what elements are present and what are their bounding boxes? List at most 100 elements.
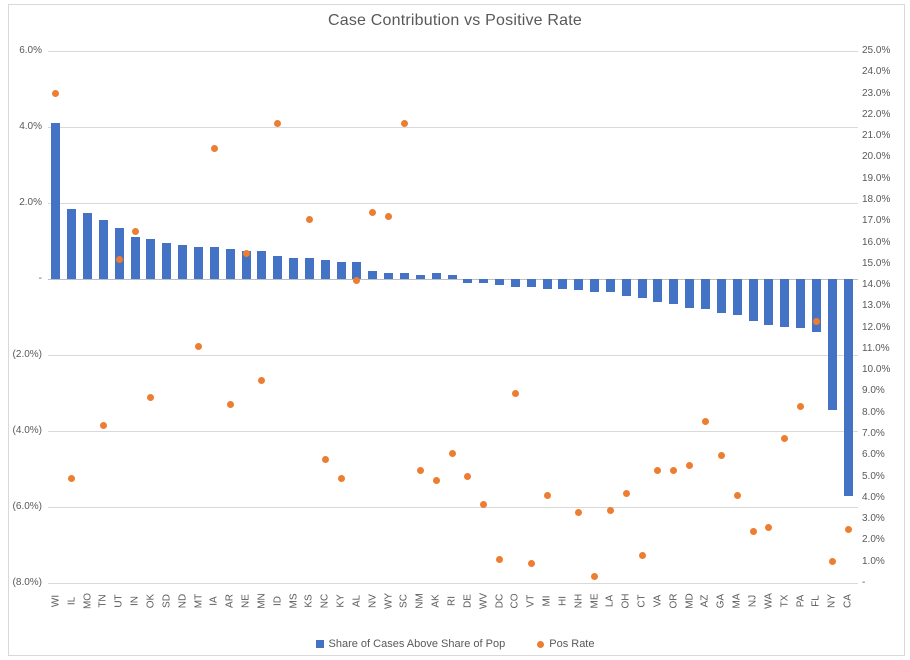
bar-HI[interactable]	[558, 279, 568, 289]
dot-PA[interactable]	[797, 402, 805, 410]
bar-CT[interactable]	[637, 279, 647, 298]
legend-item-dots[interactable]: Pos Rate	[537, 638, 594, 650]
dot-TX[interactable]	[781, 434, 789, 442]
bar-NE[interactable]	[241, 250, 251, 279]
bar-UT[interactable]	[114, 227, 124, 279]
bar-VA[interactable]	[653, 279, 663, 302]
bar-IL[interactable]	[67, 208, 77, 279]
bar-NH[interactable]	[574, 279, 584, 291]
bar-MN[interactable]	[257, 250, 267, 279]
bar-CA[interactable]	[843, 279, 853, 496]
bar-AL[interactable]	[352, 261, 362, 279]
bar-TX[interactable]	[780, 279, 790, 327]
dot-IA[interactable]	[210, 145, 218, 153]
bar-SD[interactable]	[162, 242, 172, 279]
bar-WI[interactable]	[51, 123, 61, 279]
dot-VT[interactable]	[527, 560, 535, 568]
dot-IL[interactable]	[68, 475, 76, 483]
bar-KS[interactable]	[304, 258, 314, 279]
dot-IN[interactable]	[131, 228, 139, 236]
bar-CO[interactable]	[510, 279, 520, 287]
bar-NV[interactable]	[368, 271, 378, 279]
bar-ME[interactable]	[590, 279, 600, 293]
dot-NC[interactable]	[321, 456, 329, 464]
bar-LA[interactable]	[605, 279, 615, 293]
dot-NV[interactable]	[369, 209, 377, 217]
dot-TN[interactable]	[99, 422, 107, 430]
dot-WA[interactable]	[765, 524, 773, 532]
bar-WV[interactable]	[479, 279, 489, 283]
dot-MN[interactable]	[258, 377, 266, 385]
bar-MI[interactable]	[542, 279, 552, 289]
dot-CT[interactable]	[638, 551, 646, 559]
dot-NJ[interactable]	[749, 528, 757, 536]
bar-NJ[interactable]	[748, 279, 758, 321]
dot-VA[interactable]	[654, 466, 662, 474]
bar-AR[interactable]	[225, 248, 235, 279]
dot-KY[interactable]	[337, 475, 345, 483]
dot-NE[interactable]	[242, 249, 250, 257]
dot-DC[interactable]	[496, 556, 504, 564]
dot-WI[interactable]	[52, 90, 60, 98]
dot-OR[interactable]	[670, 466, 678, 474]
bar-KY[interactable]	[336, 261, 346, 279]
dot-ID[interactable]	[274, 119, 282, 127]
dot-SC[interactable]	[400, 119, 408, 127]
dot-CO[interactable]	[511, 390, 519, 398]
bar-ID[interactable]	[273, 256, 283, 279]
bar-SC[interactable]	[399, 273, 409, 279]
bar-AZ[interactable]	[700, 279, 710, 310]
bar-NM[interactable]	[415, 275, 425, 279]
bar-NC[interactable]	[320, 260, 330, 279]
dot-OH[interactable]	[622, 490, 630, 498]
dot-MT[interactable]	[195, 343, 202, 351]
dot-AK[interactable]	[432, 477, 440, 485]
bar-OH[interactable]	[621, 279, 631, 297]
bar-AK[interactable]	[431, 273, 441, 279]
bar-MT[interactable]	[194, 246, 203, 279]
dot-RI[interactable]	[448, 449, 456, 457]
bar-RI[interactable]	[447, 275, 457, 279]
dot-GA[interactable]	[717, 451, 725, 459]
dot-CA[interactable]	[844, 526, 852, 534]
bar-PA[interactable]	[796, 279, 806, 329]
bar-OK[interactable]	[146, 239, 156, 279]
dot-OK[interactable]	[147, 394, 155, 402]
dot-KS[interactable]	[305, 215, 313, 223]
bar-DE[interactable]	[463, 279, 473, 283]
right-axis-tick-label: 4.0%	[862, 491, 885, 503]
dot-MA[interactable]	[733, 492, 741, 500]
dot-WV[interactable]	[480, 500, 488, 508]
bar-MD[interactable]	[685, 279, 695, 308]
dot-NH[interactable]	[575, 509, 583, 517]
dot-AL[interactable]	[353, 277, 361, 285]
bar-MO[interactable]	[83, 212, 93, 279]
bar-MS[interactable]	[289, 258, 299, 279]
dot-ME[interactable]	[591, 573, 599, 581]
dot-NM[interactable]	[416, 466, 424, 474]
dot-LA[interactable]	[606, 507, 614, 515]
bar-VT[interactable]	[526, 279, 536, 287]
bar-TN[interactable]	[98, 220, 108, 279]
dot-NY[interactable]	[828, 558, 836, 566]
bar-IA[interactable]	[209, 246, 219, 279]
dot-UT[interactable]	[115, 256, 123, 264]
bar-IN[interactable]	[130, 237, 140, 279]
bar-ND[interactable]	[178, 244, 188, 279]
dot-MD[interactable]	[686, 462, 694, 470]
dot-AZ[interactable]	[701, 417, 709, 425]
bar-WY[interactable]	[384, 273, 394, 279]
bar-DC[interactable]	[495, 279, 505, 285]
bar-OR[interactable]	[669, 279, 679, 304]
dot-DE[interactable]	[464, 473, 472, 481]
dot-WY[interactable]	[385, 213, 393, 221]
bar-WA[interactable]	[764, 279, 774, 325]
bar-GA[interactable]	[716, 279, 726, 314]
bar-MA[interactable]	[732, 279, 742, 316]
dot-AR[interactable]	[226, 400, 234, 408]
dot-MI[interactable]	[543, 492, 551, 500]
dot-FL[interactable]	[812, 317, 820, 325]
bar-NY[interactable]	[827, 279, 837, 411]
bar-FL[interactable]	[811, 279, 821, 333]
legend-item-bars[interactable]: Share of Cases Above Share of Pop	[315, 638, 505, 650]
